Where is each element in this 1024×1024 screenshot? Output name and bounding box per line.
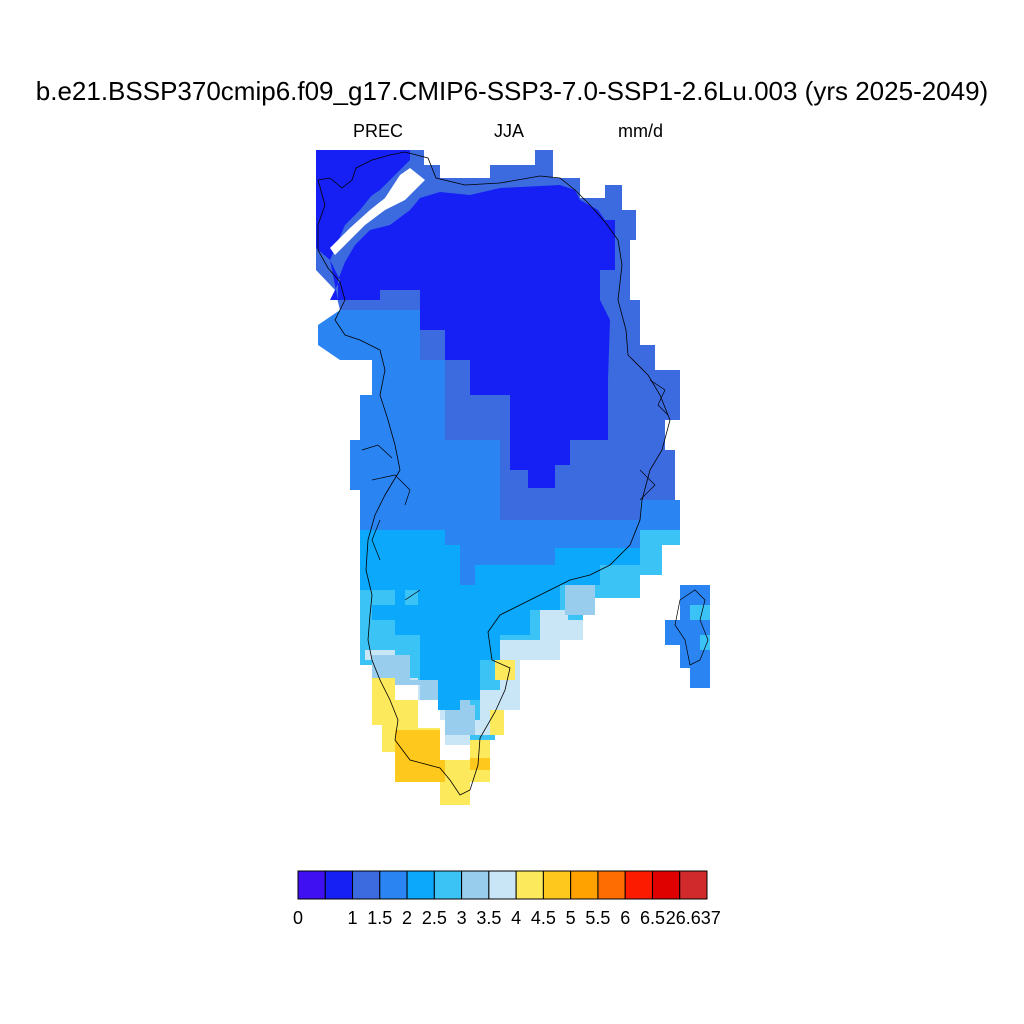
colorbar-tick-label: 4.5 [531, 908, 556, 928]
map-field-paleblue [372, 655, 470, 712]
map-field-deepblue-nw [316, 150, 405, 245]
map-field-orange [395, 730, 445, 782]
plot-title: b.e21.BSSP370cmip6.f09_g17.CMIP6-SSP3-7.… [35, 76, 989, 106]
colorbar-box [352, 870, 381, 900]
colorbar-tick-label: 1 [348, 908, 358, 928]
colorbar-box [297, 870, 326, 900]
coastline-detail [361, 379, 669, 601]
colorbar-tick-label: 3 [457, 908, 467, 928]
colorbar-box [542, 870, 572, 900]
map-gap-nw [330, 168, 425, 255]
colorbar-box [515, 870, 544, 900]
map-field-midblue [318, 310, 680, 585]
colorbar-box [461, 870, 490, 900]
colorbar-tick-label: 5 [566, 908, 576, 928]
colorbar-tick-label: 0 [293, 908, 303, 928]
colorbar-box [406, 870, 435, 900]
island-coastline [674, 589, 709, 666]
colorbar-tick-label: 2.5 [422, 908, 447, 928]
map-field-paleblue-2 [445, 585, 595, 735]
colorbar-box [488, 870, 517, 900]
map-gap-north [425, 150, 440, 165]
colorbar-boxes [297, 870, 708, 900]
map-field-palest [365, 610, 583, 745]
colorbar-box [679, 870, 708, 900]
colorbar-tick-label: 6.5 [640, 908, 665, 928]
colorbar-tick-label: 4 [511, 908, 521, 928]
variable-label: PREC [353, 121, 404, 141]
map-field-island-light [690, 605, 710, 650]
colorbar-box [597, 870, 626, 900]
colorbar-box [624, 870, 653, 900]
units-label: mm/d [618, 121, 663, 141]
colorbar-box [570, 870, 599, 900]
colorbar-box [433, 870, 463, 900]
colorbar-tick-label: 1.5 [367, 908, 392, 928]
colorbar-box [651, 870, 681, 900]
colorbar-box [379, 870, 408, 900]
map-field-cyan [360, 530, 640, 710]
map-field-orange-2 [470, 758, 490, 770]
colorbar-tick-label: 6 [620, 908, 630, 928]
colorbar-labels: 0 1 1.5 2 2.5 3 3.5 4 4.5 5 5.5 6 6.5 26.637 [293, 908, 721, 928]
colorbar-tick-label: 26.637 [666, 908, 721, 928]
map-field-deepblue [316, 150, 615, 488]
map-field-yellow-east [490, 660, 515, 735]
map-field-cyan-patch [372, 590, 418, 605]
season-label: JJA [494, 121, 525, 141]
colorbar-tick-label: 2 [402, 908, 412, 928]
coastline [317, 151, 671, 796]
colorbar-tick-label: 3.5 [476, 908, 501, 928]
colorbar-box [324, 870, 354, 900]
colorbar-tick-label: 5.5 [585, 908, 610, 928]
